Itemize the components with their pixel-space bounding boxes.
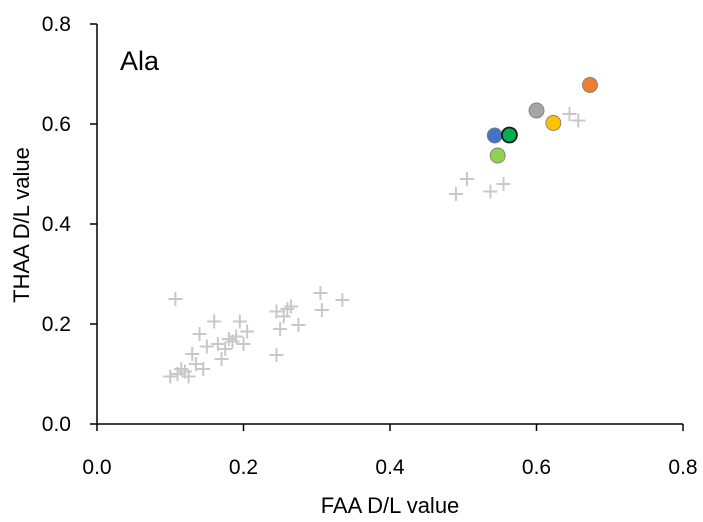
circle-marker [545, 115, 562, 131]
y-tick-label: 0.0 [42, 413, 71, 436]
plus-marker [181, 369, 196, 384]
plus-marker [221, 332, 236, 346]
plus-marker [496, 177, 511, 191]
circle-marker [486, 127, 503, 144]
plus-marker [280, 302, 295, 316]
plus-marker [448, 187, 463, 201]
x-axis-ticks: 0.0 0.2 0.4 0.6 0.8 [82, 424, 698, 479]
y-axis-ticks: 0.0 0.2 0.4 0.6 0.8 [42, 13, 97, 436]
x-tick-label: 0.2 [229, 456, 258, 479]
y-tick-label: 0.4 [42, 213, 72, 236]
plus-marker [335, 293, 350, 307]
circle-marker [528, 102, 545, 119]
plus-marker [168, 292, 183, 306]
plus-marker [210, 337, 225, 351]
plus-marker [218, 342, 233, 356]
plus-marker [291, 318, 306, 332]
circle-marker [582, 77, 598, 93]
plus-marker [240, 324, 255, 339]
plus-marker [269, 304, 284, 319]
plus-marker [192, 327, 207, 341]
y-tick-label: 0.2 [42, 313, 71, 336]
plus-marker [571, 113, 586, 128]
x-tick-label: 0.0 [82, 456, 111, 479]
plus-marker [207, 314, 222, 329]
circle-marker [489, 147, 506, 164]
plus-marker [313, 286, 328, 300]
plus-marker [284, 299, 299, 314]
plus-marker [236, 337, 251, 351]
plus-marker [459, 172, 474, 186]
plus-marker [232, 314, 247, 329]
plus-marker [188, 357, 203, 371]
amino-acid-label: Ala [120, 46, 160, 76]
y-tick-label: 0.8 [42, 13, 71, 36]
circle-marker [500, 126, 518, 144]
plus-marker-layer [163, 107, 586, 384]
plus-marker [276, 309, 291, 324]
plus-marker [174, 362, 189, 376]
plus-marker [196, 362, 211, 376]
plus-marker [229, 329, 244, 344]
x-tick-label: 0.6 [522, 456, 551, 479]
x-tick-label: 0.4 [375, 456, 405, 479]
plus-marker [483, 184, 498, 199]
plus-marker [163, 369, 178, 384]
plus-marker [562, 107, 577, 121]
y-tick-label: 0.6 [42, 113, 71, 136]
plus-marker [199, 339, 214, 354]
plus-marker [269, 348, 284, 362]
x-axis-title: FAA D/L value [321, 493, 460, 518]
plus-marker [185, 347, 200, 361]
plus-marker [314, 303, 329, 317]
plus-marker [273, 322, 288, 336]
plus-marker [214, 352, 229, 366]
circle-marker-layer [486, 77, 598, 164]
x-tick-label: 0.8 [668, 456, 697, 479]
y-axis-title: THAA D/L value [9, 147, 34, 303]
